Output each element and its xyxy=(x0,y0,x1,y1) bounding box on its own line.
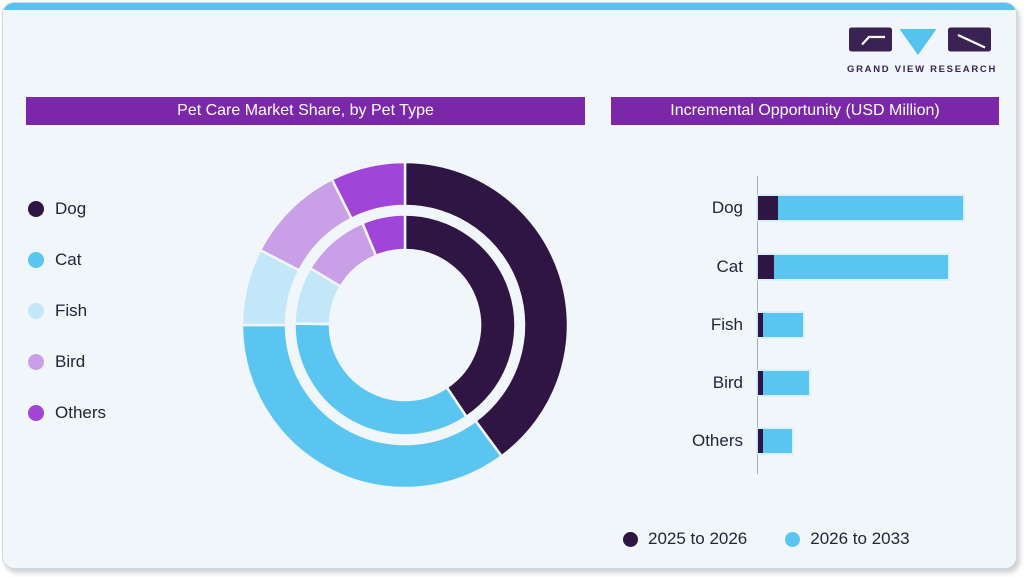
legend-swatch-bird xyxy=(28,354,44,370)
legend-label: Others xyxy=(55,403,107,422)
bar-legend-item-2025-to-2026: 2025 to 2026 xyxy=(623,529,747,549)
gvr-logo: GRAND VIEW RESEARCH xyxy=(847,26,998,75)
donut-inner-segment-cat xyxy=(293,322,469,437)
bar-segment-2025-to-2026-fish xyxy=(758,313,763,337)
donut-legend: Dog Cat Fish Bird Others xyxy=(28,198,106,424)
legend-swatch-others xyxy=(28,405,44,421)
bar-segment-2025-to-2026-dog xyxy=(758,196,778,220)
bar-segment-2026-to-2033-dog xyxy=(778,196,963,220)
bar-category-label: Others xyxy=(691,431,743,450)
bar-track-fish xyxy=(758,313,803,337)
legend-swatch-dog xyxy=(28,201,44,217)
bar-segment-2025-to-2026-bird xyxy=(758,371,763,395)
bar-track-dog xyxy=(758,196,963,220)
legend-label: Bird xyxy=(55,352,86,371)
gvr-logo-icon xyxy=(848,27,991,55)
legend-item-others: Others xyxy=(28,402,106,424)
legend-label: Dog xyxy=(55,199,87,218)
legend-item-cat: Cat xyxy=(28,249,106,271)
legend-label: Fish xyxy=(55,301,88,320)
bar-segment-2026-to-2033-others xyxy=(762,429,792,453)
donut-chart xyxy=(240,160,570,490)
bar-category-label: Bird xyxy=(712,373,743,392)
legend-swatch-cat xyxy=(28,252,44,268)
bar-row-dog: Dog xyxy=(621,196,1013,220)
donut-inner-segment-others xyxy=(360,213,407,258)
bar-axis-line xyxy=(757,176,758,474)
legend-item-dog: Dog xyxy=(28,198,106,220)
left-chart-title: Pet Care Market Share, by Pet Type xyxy=(177,102,434,119)
legend-swatch-fish xyxy=(28,303,44,319)
bar-legend-swatch-2025-to-2026 xyxy=(623,531,638,547)
top-accent-strip xyxy=(3,3,1016,10)
bar-legend-label: 2025 to 2026 xyxy=(648,529,748,548)
legend-item-bird: Bird xyxy=(28,351,106,373)
donut-outer-segment-others xyxy=(330,160,407,221)
donut-inner-segment-dog xyxy=(403,213,517,419)
legend-label: Cat xyxy=(55,250,82,269)
bar-category-label: Dog xyxy=(711,198,743,217)
bar-segment-2025-to-2026-others xyxy=(758,429,763,453)
bar-legend-swatch-2026-to-2033 xyxy=(785,531,801,547)
bar-row-others: Others xyxy=(621,429,1013,453)
bar-chart: Dog Cat Fish Bird Others xyxy=(621,176,1013,474)
bar-segment-2026-to-2033-bird xyxy=(763,371,809,395)
bar-legend: 2025 to 2026 2026 to 2033 xyxy=(623,529,910,549)
right-chart-title-bar: Incremental Opportunity (USD Million) xyxy=(611,97,999,125)
left-chart-title-bar: Pet Care Market Share, by Pet Type xyxy=(26,97,585,125)
legend-item-fish: Fish xyxy=(28,300,106,322)
bar-category-label: Fish xyxy=(710,315,743,334)
bar-segment-2026-to-2033-cat xyxy=(774,255,948,279)
bar-category-label: Cat xyxy=(716,257,743,276)
infographic-card: GRAND VIEW RESEARCH Pet Care Market Shar… xyxy=(2,2,1017,569)
donut-outer-segment-dog xyxy=(403,160,570,459)
gvr-logo-text: GRAND VIEW RESEARCH xyxy=(847,64,998,75)
bar-track-cat xyxy=(758,255,948,279)
right-chart-title: Incremental Opportunity (USD Million) xyxy=(670,102,940,119)
donut-outer-segment-cat xyxy=(240,323,504,490)
bar-track-others xyxy=(758,429,792,453)
bar-legend-item-2026-to-2033: 2026 to 2033 xyxy=(785,529,910,549)
bar-row-fish: Fish xyxy=(621,313,1013,337)
bar-track-bird xyxy=(758,371,809,395)
bar-row-cat: Cat xyxy=(621,255,1013,279)
bar-legend-label: 2026 to 2033 xyxy=(810,529,910,548)
bar-segment-2025-to-2026-cat xyxy=(758,255,774,279)
bar-row-bird: Bird xyxy=(621,371,1013,395)
bar-segment-2026-to-2033-fish xyxy=(763,313,803,337)
